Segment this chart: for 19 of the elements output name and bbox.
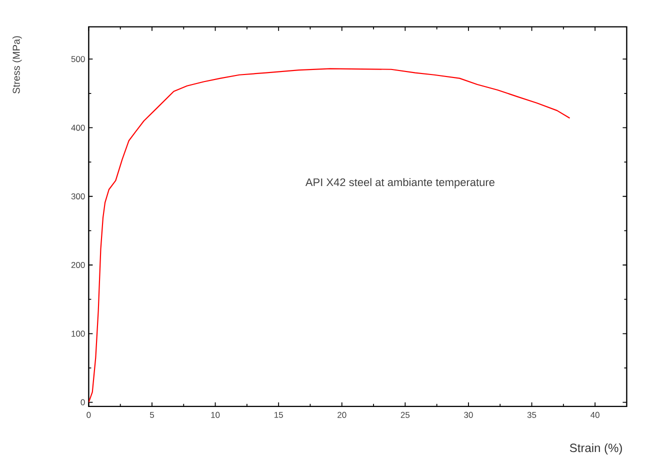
annotation: API X42 steel at ambiante temperature: [305, 178, 494, 188]
line-series: [88, 68, 570, 403]
x-tick-label: 15: [274, 412, 283, 418]
y-tick-label: 100: [72, 330, 85, 337]
x-tick-label: 35: [527, 412, 536, 418]
y-tick-label: 400: [71, 124, 85, 131]
x-tick-label: 0: [86, 412, 91, 418]
x-tick-label: 25: [400, 412, 410, 418]
x-tick-label: 30: [464, 412, 473, 418]
x-tick-label: 10: [211, 412, 220, 418]
x-tick-label: 5: [150, 412, 154, 418]
x-tick-label: 40: [590, 412, 600, 418]
y-tick-label: 0: [80, 399, 85, 406]
x-tick-label: 20: [338, 412, 346, 418]
y-axis-title: Stress (MPa): [12, 36, 22, 94]
y-tick-label: 300: [71, 193, 85, 200]
x-axis-title: Strain (%): [570, 443, 622, 455]
y-tick-label: 200: [71, 262, 85, 268]
y-tick-label: 500: [71, 56, 85, 62]
